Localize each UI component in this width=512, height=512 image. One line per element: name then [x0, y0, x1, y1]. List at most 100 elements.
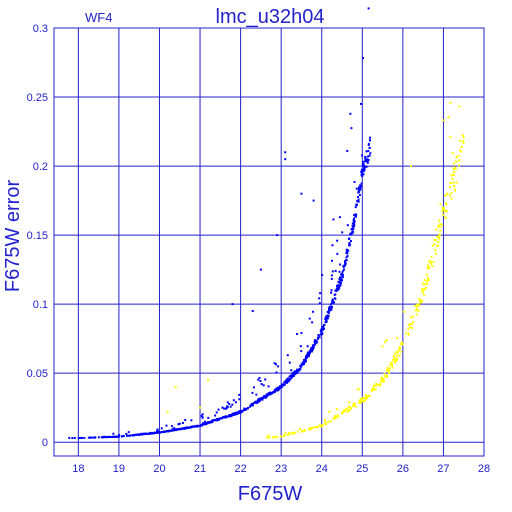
yellow-point: [426, 264, 429, 267]
blue-point: [280, 386, 283, 389]
yellow-point: [409, 316, 412, 319]
blue-point: [333, 297, 336, 300]
blue-point: [155, 431, 158, 434]
yellow-point: [284, 432, 287, 435]
blue-point: [244, 408, 247, 411]
yellow-point: [337, 415, 340, 418]
yellow-point: [416, 303, 419, 306]
blue-point: [331, 270, 334, 273]
blue-point: [300, 350, 303, 353]
blue-point: [289, 377, 292, 380]
blue-point: [145, 432, 148, 435]
x-tick-label: 24: [316, 463, 328, 475]
yellow-point: [380, 379, 383, 382]
yellow-point: [375, 383, 378, 386]
yellow-point: [395, 359, 398, 362]
blue-point: [260, 383, 263, 386]
blue-point: [311, 344, 314, 347]
yellow-point: [357, 388, 360, 391]
blue-point: [214, 414, 217, 417]
yellow-outlier-point: [166, 410, 169, 413]
blue-point: [157, 431, 160, 434]
yellow-point: [390, 364, 393, 367]
yellow-point: [439, 225, 442, 228]
yellow-point: [459, 140, 462, 143]
blue-point: [287, 379, 290, 382]
blue-point: [348, 242, 351, 245]
blue-point: [367, 159, 370, 162]
yellow-point: [454, 189, 457, 192]
yellow-point: [396, 337, 399, 340]
blue-point: [357, 198, 360, 201]
yellow-point: [341, 412, 344, 415]
yellow-point: [453, 166, 456, 169]
yellow-point: [411, 315, 414, 318]
yellow-point: [371, 389, 374, 392]
yellow-point: [426, 279, 429, 282]
yellow-point: [441, 210, 444, 213]
blue-point: [258, 376, 261, 379]
blue-point: [355, 187, 358, 190]
blue-point: [353, 219, 356, 222]
blue-point: [321, 274, 324, 277]
yellow-point: [417, 303, 420, 306]
yellow-point: [450, 174, 453, 177]
blue-point: [314, 341, 317, 344]
yellow-point: [452, 167, 455, 170]
yellow-point: [387, 368, 390, 371]
blue-point: [242, 408, 245, 411]
blue-point: [315, 340, 318, 343]
blue-point: [252, 402, 255, 405]
yellow-point: [385, 374, 388, 377]
blue-point: [213, 419, 216, 422]
yellow-point: [381, 345, 384, 348]
yellow-point: [313, 426, 316, 429]
yellow-point: [421, 291, 424, 294]
x-tick-label: 19: [113, 463, 125, 475]
blue-point: [334, 293, 337, 296]
yellow-point: [275, 436, 278, 439]
blue-point: [175, 428, 178, 431]
yellow-point: [334, 415, 337, 418]
blue-point: [226, 405, 229, 408]
blue-point: [330, 277, 333, 280]
blue-point: [296, 333, 299, 336]
yellow-point: [398, 354, 401, 357]
blue-point: [356, 196, 359, 199]
blue-point: [291, 374, 294, 377]
yellow-point: [407, 333, 410, 336]
blue-point: [350, 127, 353, 130]
yellow-point: [327, 420, 330, 423]
yellow-point: [324, 423, 327, 426]
blue-point: [300, 363, 303, 366]
blue-point: [274, 389, 277, 392]
blue-point: [339, 279, 342, 282]
yellow-point: [358, 400, 361, 403]
yellow-point: [387, 369, 390, 372]
yellow-point: [320, 425, 323, 428]
blue-point: [90, 436, 93, 439]
yellow-point: [367, 395, 370, 398]
yellow-point: [423, 278, 426, 281]
x-tick-label: 20: [153, 463, 165, 475]
blue-point: [311, 321, 314, 324]
blue-point: [360, 174, 363, 177]
blue-point: [97, 436, 100, 439]
blue-point: [360, 182, 363, 185]
blue-point: [312, 310, 315, 313]
blue-point: [68, 436, 71, 439]
yellow-point: [430, 255, 433, 258]
yellow-point: [444, 202, 447, 205]
yellow-point: [407, 328, 410, 331]
blue-point: [241, 409, 244, 412]
blue-point: [147, 432, 150, 435]
yellow-point: [442, 206, 445, 209]
yellow-point: [383, 341, 386, 344]
blue-point: [172, 429, 175, 432]
blue-point: [338, 287, 341, 290]
blue-point: [262, 396, 265, 399]
blue-point: [189, 426, 192, 429]
yellow-point: [396, 354, 399, 357]
blue-point: [282, 383, 285, 386]
yellow-point: [421, 299, 424, 302]
